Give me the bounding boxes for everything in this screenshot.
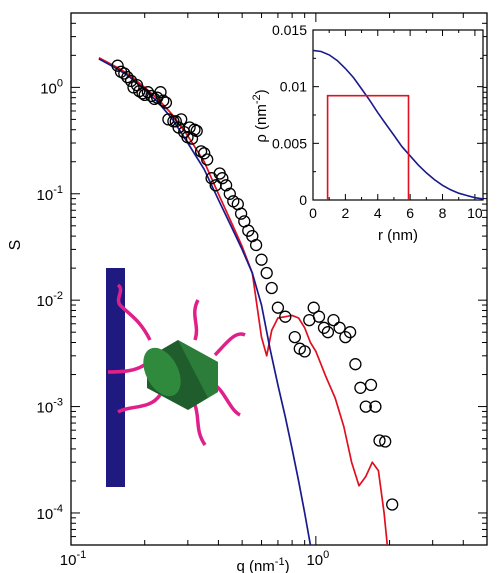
data-point: [312, 310, 326, 323]
data-point: [373, 434, 386, 447]
y-tick-label: 100: [40, 77, 63, 97]
main-data-points: [111, 59, 399, 511]
inset-plot: 0 2 4 6 8 10 0 0.005 0.01 0.015 r (nm) ρ (nm-2): [251, 22, 484, 244]
data-point: [349, 358, 362, 371]
data-point: [271, 301, 285, 314]
y-tick-label: 10-1: [37, 184, 63, 204]
data-point: [118, 67, 131, 80]
data-point: [317, 321, 331, 334]
data-point: [333, 321, 346, 334]
data-point: [216, 172, 229, 185]
data-point: [136, 87, 149, 100]
main-plot-frame: [70, 12, 488, 546]
polymer-chain-4: [193, 404, 207, 446]
data-point: [386, 498, 399, 511]
y-tick-label: 10-3: [37, 397, 63, 417]
data-point: [260, 266, 273, 280]
inset-y-axis-title: ρ (nm-2): [251, 89, 270, 142]
data-point: [159, 96, 173, 109]
data-point: [298, 345, 311, 358]
polymer-chain-1: [116, 283, 152, 341]
data-point: [154, 86, 167, 99]
molecule-illustration: [106, 268, 246, 487]
polymer-chain-3: [117, 393, 162, 414]
inset-curves: [312, 49, 484, 200]
inset-navy-profile: [312, 49, 484, 200]
data-point: [201, 153, 214, 166]
inset-x-tick-label: 4: [374, 205, 382, 221]
main-tick-labels: 10-1 100 100 10-1 10-2 10-3 10-4: [37, 77, 330, 569]
data-point: [223, 187, 236, 200]
y-tick-label: 10-4: [37, 503, 63, 523]
data-point: [307, 301, 320, 314]
y-tick-label: 10-2: [37, 290, 63, 310]
data-point: [279, 310, 292, 323]
data-point: [321, 326, 335, 339]
x-tick-label: 100: [306, 549, 329, 569]
y-axis-title: S: [7, 240, 24, 251]
data-point: [265, 281, 278, 295]
data-point: [198, 147, 211, 160]
cylinder-particle: [143, 340, 218, 410]
data-point: [194, 145, 208, 158]
inset-x-tick-label: 6: [406, 205, 414, 221]
data-point: [249, 238, 263, 252]
inset-y-tick-label: 0: [299, 192, 307, 208]
polymer-chain-5: [213, 383, 241, 417]
inset-y-tick-label: 0.01: [280, 79, 307, 95]
inset-y-tick-label: 0.005: [272, 135, 307, 151]
inset-tick-labels: 0 2 4 6 8 10 0 0.005 0.01 0.015: [272, 22, 483, 221]
data-point: [255, 253, 268, 266]
data-point: [141, 86, 155, 99]
data-point: [111, 59, 124, 72]
polymer-chain-6: [193, 299, 200, 341]
data-point: [327, 313, 340, 327]
x-tick-label: 10-1: [60, 549, 86, 569]
inset-ticks: [312, 29, 483, 201]
data-point: [288, 330, 301, 344]
inset-x-axis-title: r (nm): [378, 227, 418, 244]
data-point: [343, 326, 357, 339]
data-point: [190, 124, 203, 138]
data-point: [162, 113, 175, 126]
inset-red-profile: [326, 94, 410, 200]
data-point: [130, 78, 144, 92]
inset-frame: [312, 29, 484, 201]
inset-x-tick-label: 8: [439, 205, 447, 221]
data-point: [364, 378, 378, 392]
inset-x-tick-label: 2: [341, 205, 349, 221]
data-point: [175, 113, 188, 126]
data-point: [359, 400, 372, 413]
data-point: [369, 400, 382, 413]
inset-x-tick-label: 10: [467, 205, 483, 221]
x-axis-title: q (nm-1): [236, 556, 289, 573]
data-point: [354, 381, 367, 394]
polymer-chain-7: [213, 332, 246, 357]
data-point: [169, 115, 182, 128]
data-point: [121, 70, 134, 84]
data-point: [219, 179, 233, 192]
data-point: [379, 435, 392, 448]
data-point: [157, 94, 170, 107]
data-point: [234, 207, 248, 220]
inset-x-tick-label: 0: [309, 205, 317, 221]
membrane-bar: [106, 268, 125, 487]
inset-y-tick-label: 0.015: [272, 22, 307, 38]
